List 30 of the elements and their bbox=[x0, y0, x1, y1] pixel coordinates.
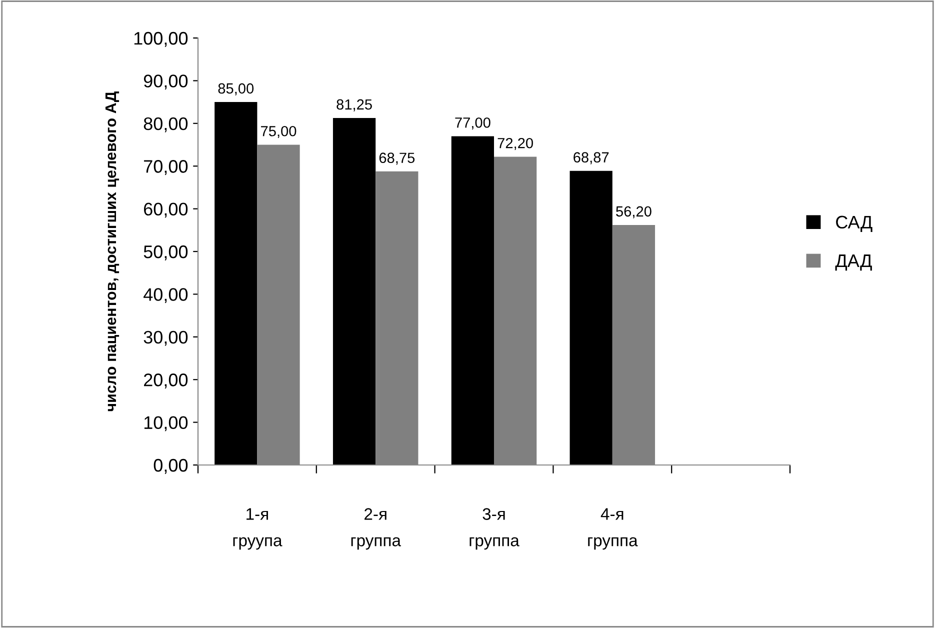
data-label: 68,75 bbox=[379, 152, 415, 165]
y-tick-label: 0,00 bbox=[154, 458, 188, 474]
y-tick-label: 60,00 bbox=[144, 202, 188, 218]
y-tick-label: 10,00 bbox=[144, 416, 188, 432]
y-tick-label: 90,00 bbox=[144, 74, 188, 90]
x-tick-label: 1-я груупа bbox=[233, 508, 282, 550]
y-tick-label: 70,00 bbox=[144, 160, 188, 175]
legend-label: ДАД bbox=[835, 254, 872, 271]
data-label: 85,00 bbox=[218, 83, 254, 96]
y-tick-label: 80,00 bbox=[144, 117, 188, 132]
y-tick-label: 50,00 bbox=[144, 245, 188, 260]
bar bbox=[451, 136, 494, 465]
data-label: 56,20 bbox=[616, 206, 652, 218]
data-label: 77,00 bbox=[455, 117, 490, 130]
data-label: 68,87 bbox=[574, 152, 609, 164]
y-tick-label: 40,00 bbox=[144, 288, 188, 304]
x-tick-label: 3-я группа bbox=[470, 508, 520, 550]
bar bbox=[332, 118, 376, 465]
data-label: 81,25 bbox=[336, 99, 372, 112]
y-tick-label: 30,00 bbox=[144, 330, 188, 346]
y-axis-title: число пациентов, достигших целевого АД bbox=[105, 91, 120, 412]
data-label: 72,20 bbox=[498, 138, 533, 150]
data-label: 75,00 bbox=[261, 126, 296, 138]
x-tick-label: 4-я группа bbox=[588, 508, 638, 550]
y-tick-label: 20,00 bbox=[144, 374, 188, 388]
bar bbox=[570, 170, 612, 465]
y-tick-label: 100,00 bbox=[134, 32, 188, 47]
bar bbox=[214, 102, 258, 465]
x-tick-label: 2-я группа bbox=[351, 508, 402, 550]
legend-label: САД bbox=[836, 216, 872, 232]
